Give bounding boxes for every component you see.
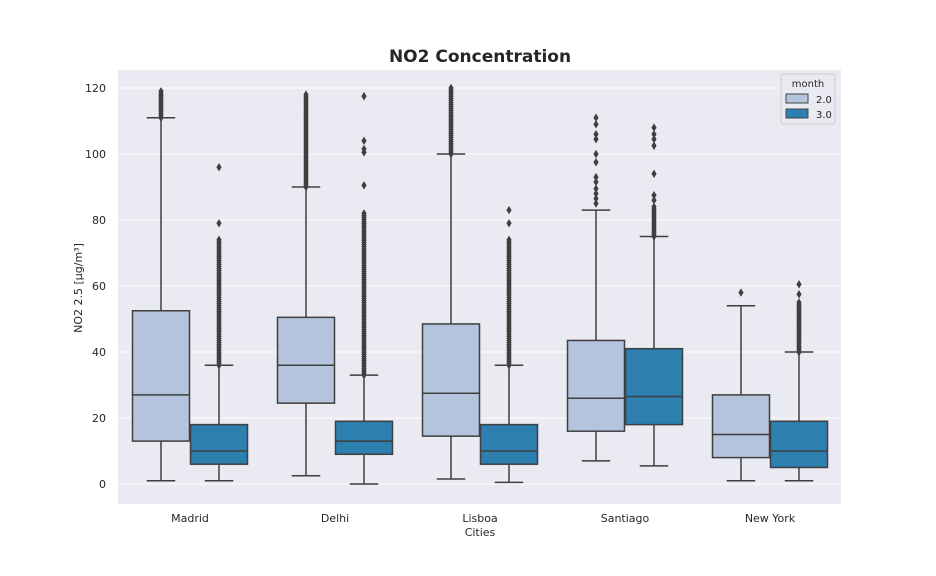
outlier-point	[303, 90, 309, 99]
outlier-point	[506, 219, 512, 228]
outlier-point	[593, 199, 599, 208]
legend-title: month	[792, 79, 824, 90]
outlier-point	[651, 141, 657, 150]
outlier-point	[216, 235, 222, 244]
y-tick-label-100: 100	[85, 148, 106, 161]
x-tick-label-lisboa: Lisboa	[462, 512, 497, 525]
chart-title: NO2 Concentration	[389, 47, 571, 67]
y-tick-label-40: 40	[92, 346, 106, 359]
box-group-new-york-2-0	[711, 288, 771, 482]
box-groups	[131, 83, 829, 485]
box-group-madrid-3-0	[189, 163, 249, 482]
y-tick-label-60: 60	[92, 280, 106, 293]
outlier-point	[651, 169, 657, 178]
y-tick-label-120: 120	[85, 82, 106, 95]
legend-label-3-0: 3.0	[816, 110, 832, 121]
outlier-point	[158, 87, 164, 96]
x-tick-label-santiago: Santiago	[601, 512, 650, 525]
outlier-point	[216, 219, 222, 228]
outlier-point	[361, 144, 367, 154]
outlier-point	[738, 288, 744, 297]
outlier-point	[593, 130, 599, 139]
outlier-point	[506, 205, 512, 215]
box-iqr	[131, 310, 191, 442]
outlier-point	[593, 177, 599, 187]
x-tick-label-delhi: Delhi	[321, 512, 349, 525]
x-tick-label-new-york: New York	[745, 512, 796, 525]
box-iqr	[624, 347, 684, 426]
y-tick-label-0: 0	[99, 478, 106, 491]
outlier-point	[593, 172, 599, 182]
outlier-point	[651, 196, 657, 205]
outlier-point	[361, 209, 367, 218]
box-iqr	[421, 323, 481, 437]
outlier-point	[651, 191, 657, 200]
box-iqr	[566, 339, 626, 432]
outlier-point	[361, 92, 367, 101]
outlier-point	[593, 149, 599, 159]
box-group-lisboa-2-0	[421, 83, 481, 480]
box-group-delhi-2-0	[276, 90, 336, 477]
box-group-lisboa-3-0	[479, 205, 539, 484]
y-tick-label-20: 20	[92, 412, 106, 425]
x-tick-label-madrid: Madrid	[171, 512, 209, 525]
outlier-point	[448, 83, 454, 93]
outlier-point	[593, 134, 599, 144]
legend: month 2.0 3.0	[780, 73, 836, 125]
legend-swatch-2-0	[785, 93, 809, 104]
outlier-point	[796, 280, 802, 289]
outlier-point	[361, 181, 367, 190]
outlier-point	[651, 134, 657, 144]
outlier-point	[796, 298, 802, 307]
box-iqr	[189, 423, 249, 465]
outlier-point	[651, 202, 657, 211]
outlier-point	[593, 194, 599, 203]
outlier-point	[796, 290, 802, 299]
box-group-madrid-2-0	[131, 87, 191, 482]
outlier-point	[361, 136, 367, 145]
y-tick-label-80: 80	[92, 214, 106, 227]
x-axis-label: Cities	[465, 526, 496, 539]
outlier-point	[216, 163, 222, 172]
box-group-santiago-3-0	[624, 123, 684, 467]
box-iqr	[711, 394, 771, 459]
outlier-point	[593, 184, 599, 193]
box-group-new-york-3-0	[769, 280, 829, 482]
outlier-point	[593, 120, 599, 129]
outlier-point	[651, 130, 657, 139]
legend-swatch-3-0	[785, 108, 809, 119]
box-group-santiago-2-0	[566, 113, 626, 462]
legend-label-2-0: 2.0	[816, 95, 832, 106]
x-tick-labels: Madrid Delhi Lisboa Santiago New York	[171, 512, 796, 525]
box-iqr	[276, 316, 336, 404]
y-axis-label: NO2 2.5 [µg/m³]	[72, 243, 85, 333]
outlier-point	[593, 158, 599, 167]
box-iqr	[334, 420, 394, 456]
y-tick-labels: 0 20 40 60 80 100 120	[85, 82, 106, 491]
outlier-point	[506, 235, 512, 244]
box-iqr	[479, 423, 539, 465]
outlier-point	[593, 113, 599, 122]
outlier-point	[651, 123, 657, 132]
box-iqr	[769, 420, 829, 469]
outlier-point	[593, 189, 599, 198]
box-group-delhi-3-0	[334, 92, 394, 485]
